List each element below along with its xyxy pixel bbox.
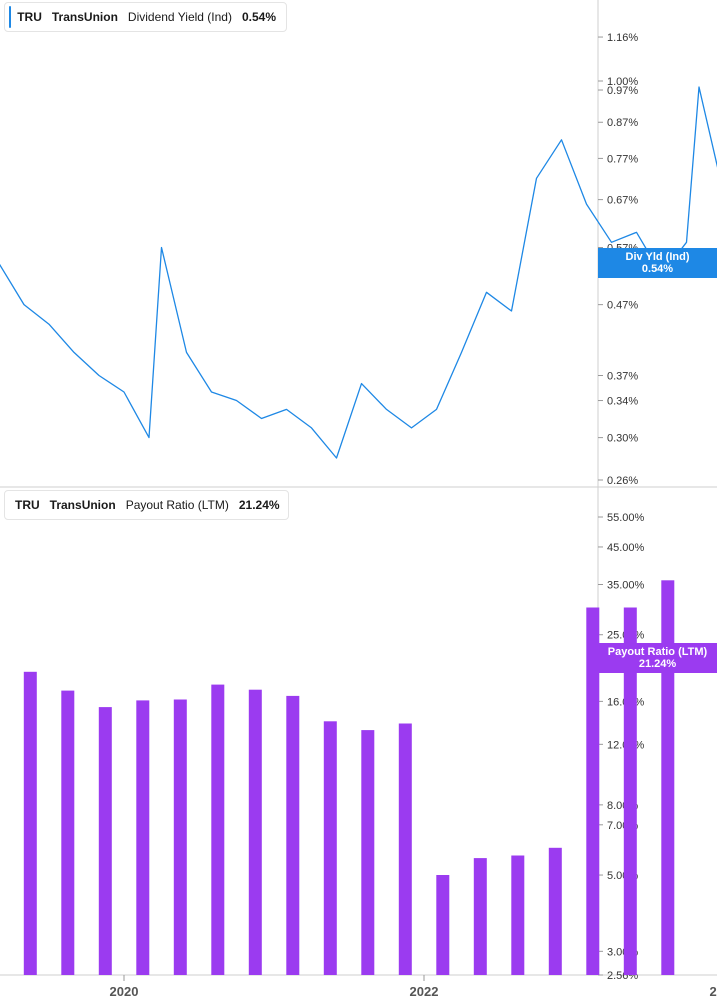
top-legend-company: TransUnion	[51, 10, 118, 24]
payout-bar	[136, 700, 150, 975]
yield-y-tick-label: 0.67%	[607, 195, 638, 207]
x-tick-label: 2024	[710, 984, 717, 999]
payout-bar	[61, 690, 75, 975]
payout-bar	[473, 858, 487, 975]
x-tick-label: 2022	[410, 984, 439, 999]
yield-y-tick-label: 0.26%	[607, 475, 638, 487]
payout-badge-value: 21.24%	[638, 658, 677, 670]
payout-bar	[661, 580, 675, 975]
payout-bar	[98, 707, 112, 975]
payout-bar	[211, 684, 225, 975]
payout-bar	[248, 689, 262, 975]
payout-bar	[361, 730, 375, 975]
yield-series-swatch	[9, 6, 12, 28]
top-legend-ticker: TRU	[17, 10, 42, 24]
bottom-legend[interactable]: TRU TransUnion Payout Ratio (LTM) 21.24%	[4, 490, 289, 520]
yield-y-tick-label: 1.00%	[607, 76, 638, 88]
yield-badge-label: Div Yld (Ind)	[625, 251, 690, 263]
payout-bar	[323, 721, 337, 975]
top-legend-metric: Dividend Yield (Ind)	[127, 10, 232, 24]
payout-bar	[23, 671, 37, 975]
bottom-legend-company: TransUnion	[49, 498, 116, 512]
bottom-legend-ticker: TRU	[15, 498, 40, 512]
yield-y-tick-label: 1.16%	[607, 32, 638, 44]
yield-y-tick-label: 0.77%	[607, 153, 638, 165]
bottom-legend-metric: Payout Ratio (LTM)	[125, 498, 229, 512]
yield-y-tick-label: 0.37%	[607, 370, 638, 382]
payout-bar	[623, 607, 637, 975]
payout-bar	[173, 699, 187, 975]
yield-y-tick-label: 0.30%	[607, 433, 638, 445]
payout-bar	[548, 847, 562, 975]
payout-bar	[511, 855, 525, 975]
payout-y-tick-label: 45.00%	[607, 542, 645, 554]
bottom-legend-value: 21.24%	[238, 498, 280, 512]
yield-y-tick-label: 0.34%	[607, 396, 638, 408]
payout-badge-label: Payout Ratio (LTM)	[607, 646, 708, 658]
yield-y-tick-label: 0.47%	[607, 300, 638, 312]
payout-value-badge: Payout Ratio (LTM) 21.24%	[598, 643, 717, 673]
yield-badge-value: 0.54%	[641, 263, 674, 275]
payout-bar	[586, 607, 600, 975]
yield-y-tick-label: 0.87%	[607, 117, 638, 129]
payout-bar	[286, 695, 300, 975]
payout-y-tick-label: 35.00%	[607, 579, 645, 591]
top-legend-value: 0.54%	[241, 10, 276, 24]
yield-y-tick-label: 0.97%	[607, 85, 638, 97]
top-legend[interactable]: TRU TransUnion Dividend Yield (Ind) 0.54…	[4, 2, 287, 32]
x-tick-label: 2020	[110, 984, 139, 999]
yield-line	[0, 86, 717, 459]
payout-bar	[398, 723, 412, 975]
payout-bar	[436, 875, 450, 975]
yield-value-badge: Div Yld (Ind) 0.54%	[598, 248, 717, 278]
payout-y-tick-label: 55.00%	[607, 512, 645, 524]
